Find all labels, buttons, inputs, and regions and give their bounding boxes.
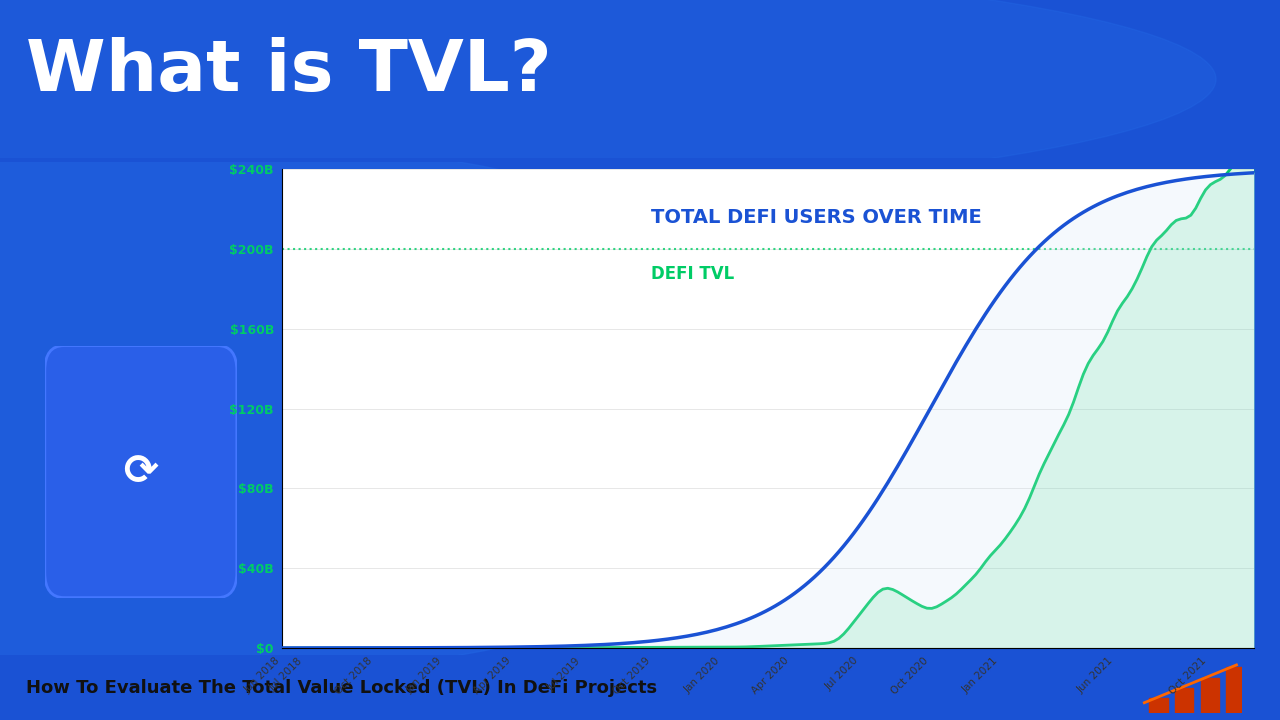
- Bar: [1149, 698, 1167, 713]
- Bar: [1226, 667, 1244, 713]
- Text: TOTAL DEFI USERS OVER TIME: TOTAL DEFI USERS OVER TIME: [652, 207, 982, 227]
- Text: What is TVL?: What is TVL?: [26, 37, 552, 106]
- Text: ⟳: ⟳: [123, 451, 159, 492]
- Circle shape: [0, 0, 1216, 206]
- Circle shape: [0, 138, 870, 680]
- Bar: [1175, 688, 1193, 713]
- Bar: [1201, 678, 1219, 713]
- Text: How To Evaluate The Total Value Locked (TVL) In DeFi Projects: How To Evaluate The Total Value Locked (…: [26, 678, 657, 697]
- Text: DEFI TVL: DEFI TVL: [652, 265, 735, 283]
- FancyBboxPatch shape: [45, 346, 237, 598]
